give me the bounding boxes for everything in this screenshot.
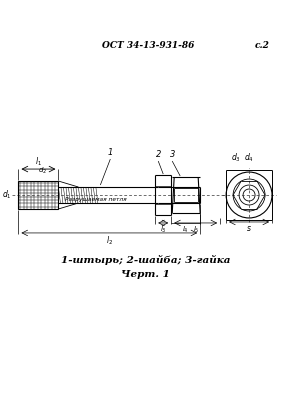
Text: 2: 2 [155,150,161,159]
Text: $l_5$: $l_5$ [193,225,200,235]
Text: $d_4$: $d_4$ [244,152,254,164]
Text: Разрушаемая петля: Разрушаемая петля [65,196,126,202]
Bar [19,181,58,209]
Text: $l_3$: $l_3$ [160,225,166,235]
Text: 1: 1 [108,148,113,157]
Text: $l_2$: $l_2$ [106,235,113,248]
Text: $d_3$: $d_3$ [231,152,241,164]
Text: с.2: с.2 [255,41,269,50]
Text: $d_1$: $d_1$ [2,189,12,201]
Text: 3: 3 [170,150,175,159]
Text: $l_1$: $l_1$ [35,156,42,168]
Text: $d_2$: $d_2$ [38,166,47,176]
Text: ОСТ 34-13-931-86: ОСТ 34-13-931-86 [102,41,194,50]
Text: $s$: $s$ [246,224,252,233]
Text: 1-штырь; 2-шайба; 3-гайка: 1-штырь; 2-шайба; 3-гайка [61,255,230,265]
Text: $l_4$: $l_4$ [182,225,189,235]
Text: Черт. 1: Черт. 1 [121,270,170,279]
